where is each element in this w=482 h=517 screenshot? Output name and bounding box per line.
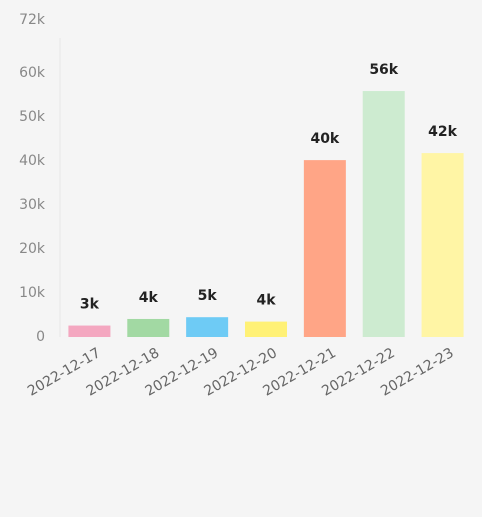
- data-label: 5k: [198, 288, 218, 304]
- bar: [127, 318, 170, 337]
- bar: [421, 153, 464, 337]
- bar: [245, 321, 287, 337]
- data-label: 4k: [256, 293, 276, 309]
- bar: [68, 325, 111, 337]
- y-tick-label: 10k: [19, 285, 46, 301]
- bar: [303, 160, 346, 337]
- data-label: 3k: [80, 297, 100, 313]
- y-tick-label: 40k: [19, 153, 46, 169]
- y-tick-label: 50k: [19, 109, 46, 125]
- y-tick-label: 60k: [19, 65, 46, 81]
- y-tick-label: 72k: [19, 12, 46, 28]
- y-tick-label: 20k: [19, 241, 46, 257]
- data-label: 40k: [310, 131, 339, 147]
- bar: [362, 91, 405, 337]
- y-tick-label: 30k: [19, 197, 46, 213]
- bar: [186, 317, 229, 337]
- y-tick-label: 0: [36, 329, 45, 345]
- data-label: 56k: [369, 62, 398, 78]
- data-label: 42k: [428, 124, 457, 140]
- data-label: 4k: [139, 290, 159, 306]
